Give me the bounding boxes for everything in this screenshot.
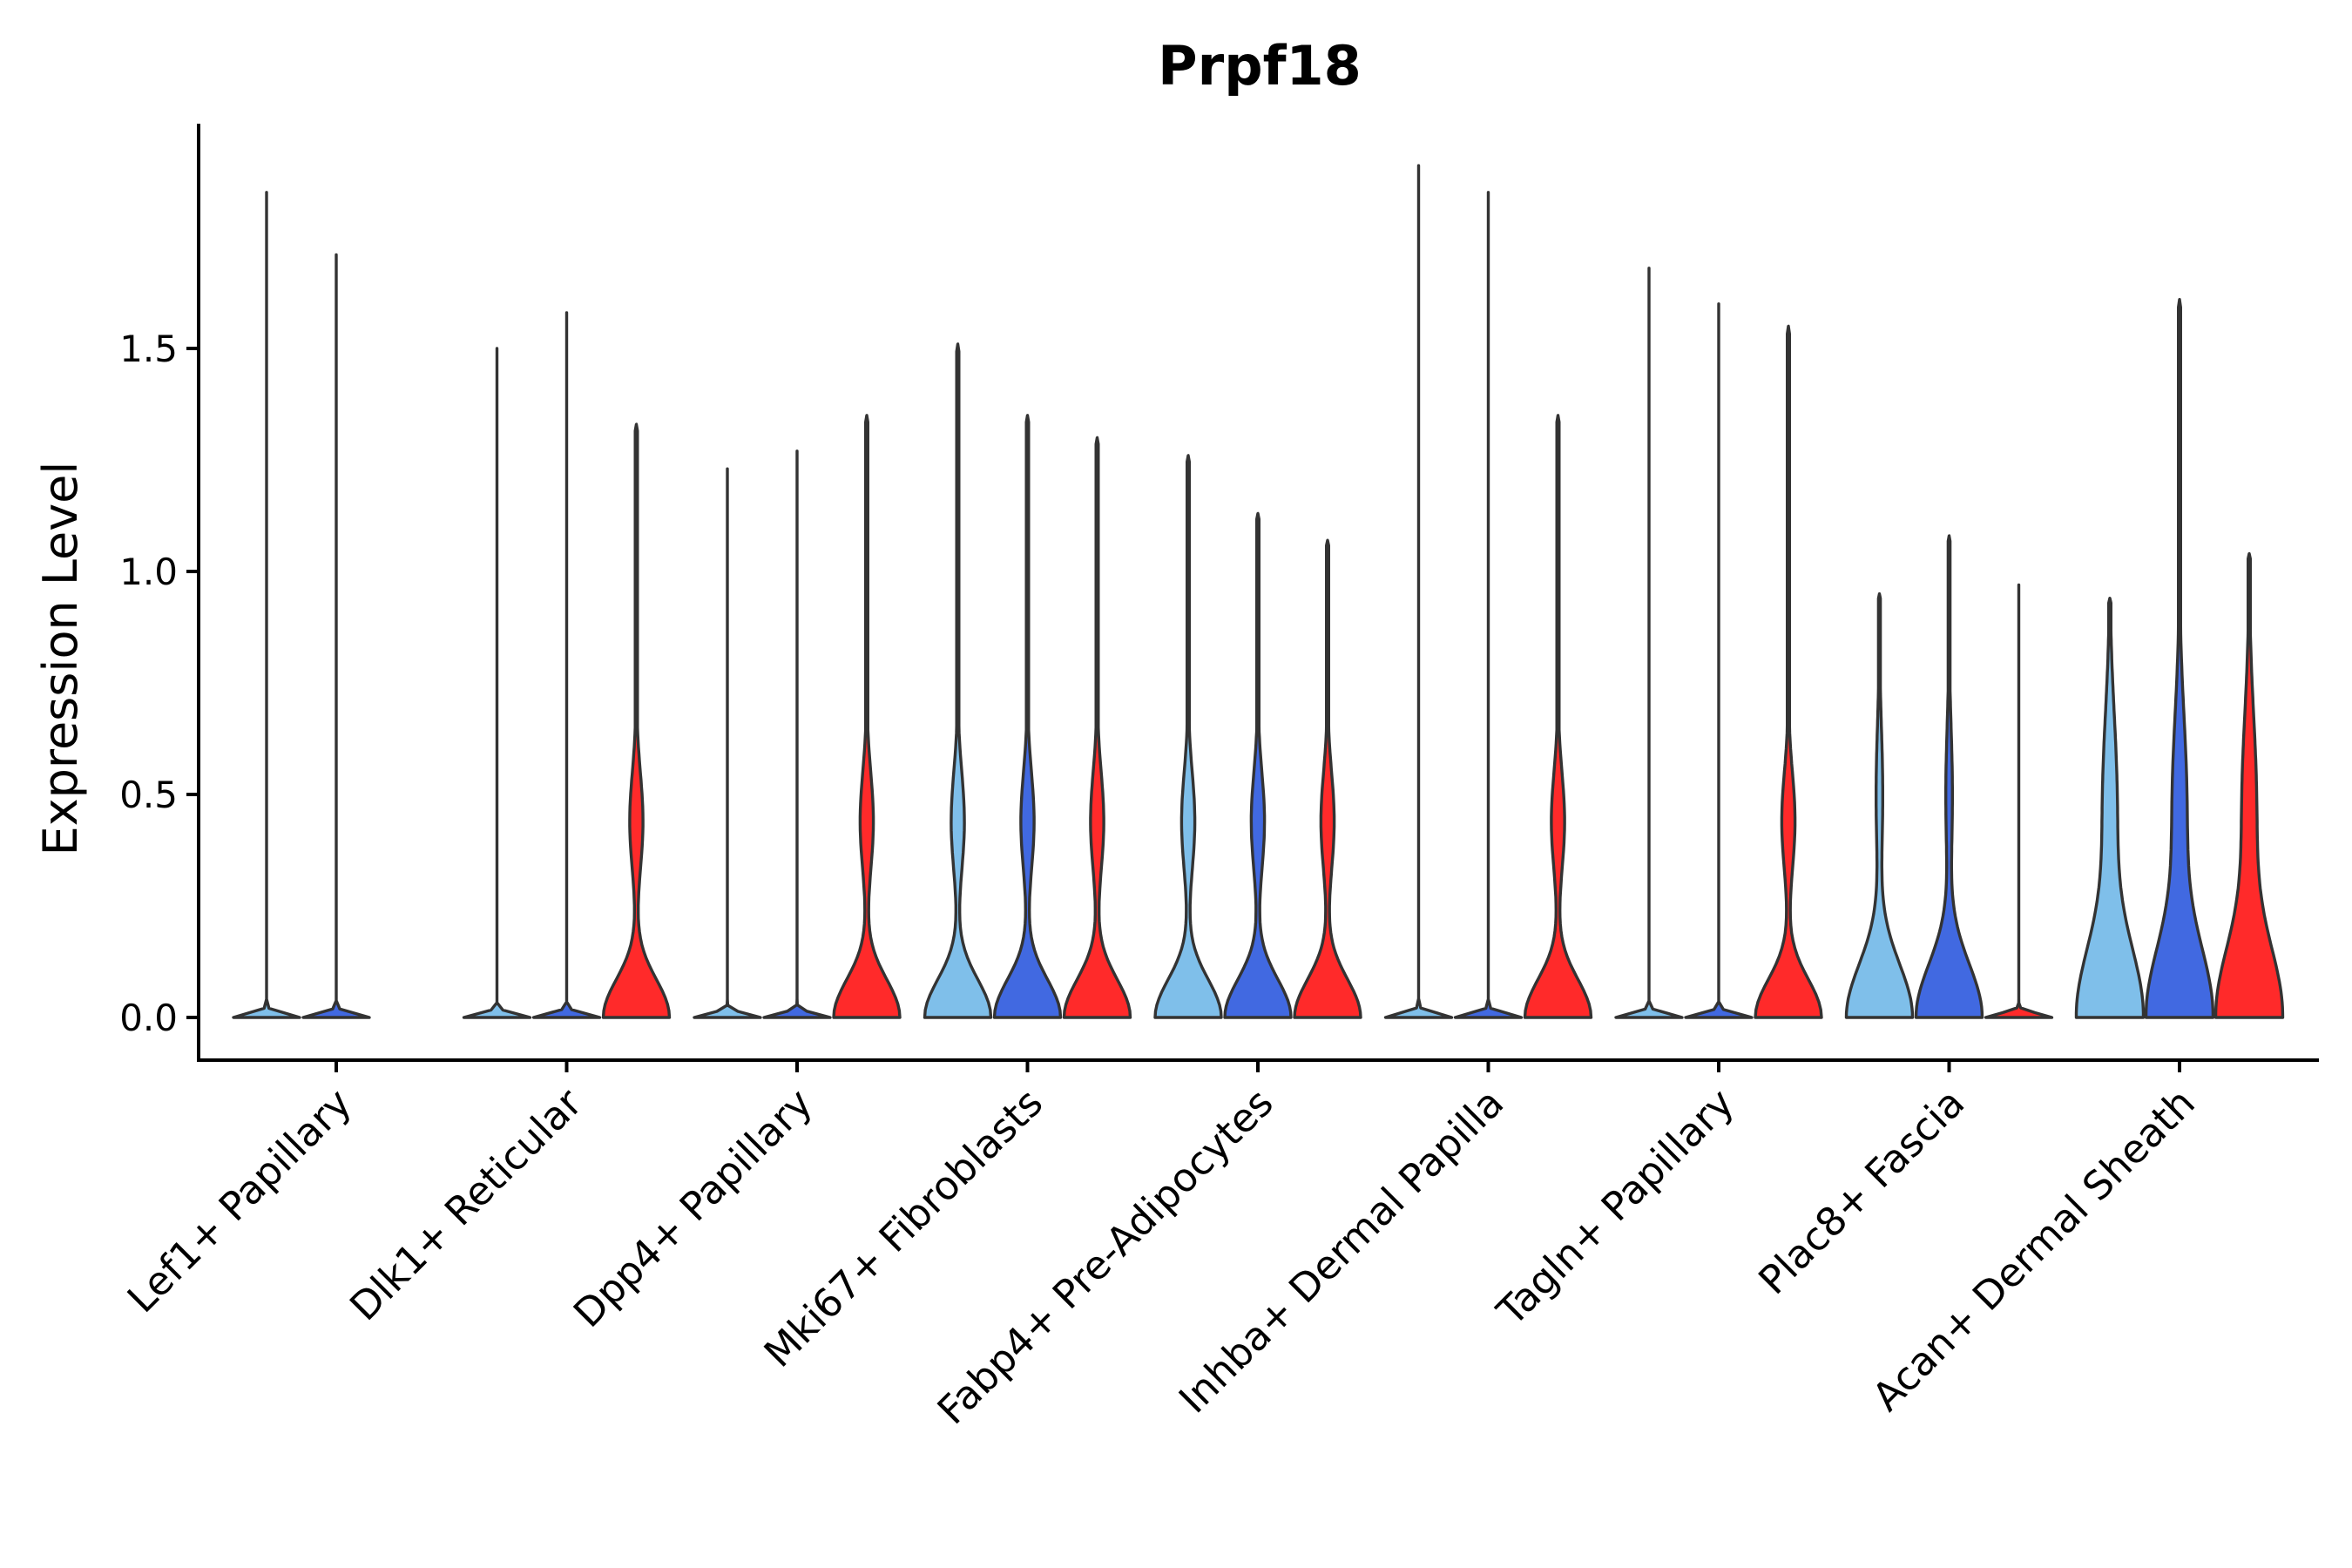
violin-mark [601, 422, 672, 1019]
y-axis-ticks: 0.0 0.5 1.0 1.5 [119, 328, 199, 1039]
violin-mark [1684, 302, 1754, 1019]
x-tick-label: Lef1+ Papillary [118, 1079, 361, 1321]
violin-mark [1614, 267, 1684, 1019]
violin-group [232, 164, 2285, 1019]
violin-mark [2144, 298, 2215, 1019]
violin-mark [693, 467, 762, 1019]
violin-mark [1523, 414, 1593, 1019]
violin-mark [1844, 591, 1915, 1019]
x-tick-label: Tagln+ Papillary [1488, 1079, 1743, 1335]
violin-mark [1153, 454, 1223, 1019]
x-tick-label: Plac8+ Fascia [1749, 1079, 1973, 1303]
y-tick-label: 0.0 [119, 997, 178, 1039]
violin-mark [2074, 597, 2146, 1019]
violin-mark [462, 347, 532, 1019]
x-tick-label: Dpp4+ Papillary [564, 1079, 821, 1336]
violin-mark [1383, 164, 1454, 1019]
violin-mark [832, 414, 902, 1019]
violin-mark [232, 191, 301, 1019]
violin-mark [1223, 511, 1293, 1019]
violin-mark [1293, 538, 1362, 1019]
violin-mark [1453, 191, 1524, 1019]
violin-mark [301, 253, 371, 1019]
violin-mark [1914, 534, 1984, 1019]
y-axis-label: Expression Level [33, 462, 88, 856]
chart-title: Prpf18 [1158, 34, 1362, 98]
violin-mark [1984, 583, 2054, 1019]
violin-mark [531, 311, 602, 1019]
violin-mark [992, 414, 1063, 1019]
violin-mark [1062, 436, 1132, 1019]
y-tick-label: 1.5 [119, 328, 178, 370]
violin-mark [1754, 324, 1823, 1019]
violin-mark [923, 342, 993, 1019]
y-tick-label: 1.0 [119, 551, 178, 593]
y-tick-label: 0.5 [119, 774, 178, 816]
violin-mark [762, 449, 832, 1019]
violin-mark [2213, 551, 2285, 1019]
x-tick-label: Dlk1+ Reticular [341, 1079, 591, 1329]
